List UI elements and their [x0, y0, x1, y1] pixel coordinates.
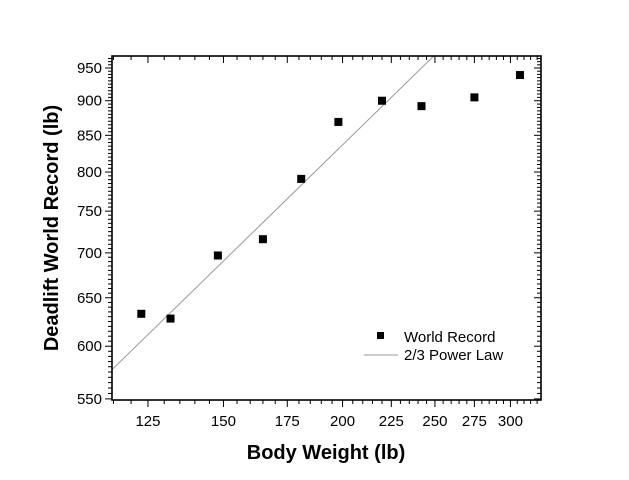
data-point [334, 117, 343, 126]
x-axis-title: Body Weight (lb) [247, 442, 406, 464]
data-point [515, 71, 524, 80]
data-point [470, 93, 479, 102]
data-point [258, 235, 267, 244]
x-tick-labels: 125 150 175 200 225 250 275 300 [135, 413, 522, 430]
data-point [213, 251, 222, 260]
x-tick-label: 250 [422, 413, 447, 430]
y-tick-label: 900 [77, 93, 102, 110]
legend: World Record 2/3 Power Law [364, 329, 503, 364]
y-tick-label: 600 [77, 338, 102, 355]
data-point [137, 309, 146, 318]
x-tick-label: 175 [275, 413, 300, 430]
power-law-layer [112, 56, 435, 371]
power-law-line [112, 56, 435, 371]
y-tick-label: 700 [77, 245, 102, 262]
y-tick-label: 950 [77, 60, 102, 77]
plot-frame [111, 55, 542, 401]
y-tick-labels: 550 600 650 700 750 800 850 900 950 [77, 60, 102, 408]
legend-label-world-record: World Record [404, 329, 495, 346]
data-point [378, 96, 387, 105]
legend-marker-world-record [377, 332, 384, 339]
legend-label-power-law: 2/3 Power Law [404, 347, 503, 364]
y-axis-title: Deadlift World Record (lb) [41, 105, 63, 351]
data-point [417, 102, 426, 111]
data-points [137, 71, 524, 323]
x-tick-label: 150 [211, 413, 236, 430]
x-tick-label: 275 [462, 413, 487, 430]
x-tick-label: 125 [135, 413, 160, 430]
data-point [166, 314, 175, 323]
y-tick-label: 550 [77, 391, 102, 408]
x-tick-label: 225 [379, 413, 404, 430]
y-tick-label: 850 [77, 127, 102, 144]
y-tick-label: 750 [77, 203, 102, 220]
x-tick-label: 300 [498, 413, 523, 430]
y-tick-label: 650 [77, 290, 102, 307]
y-tick-label: 800 [77, 164, 102, 181]
data-point [297, 174, 306, 183]
x-tick-label: 200 [330, 413, 355, 430]
